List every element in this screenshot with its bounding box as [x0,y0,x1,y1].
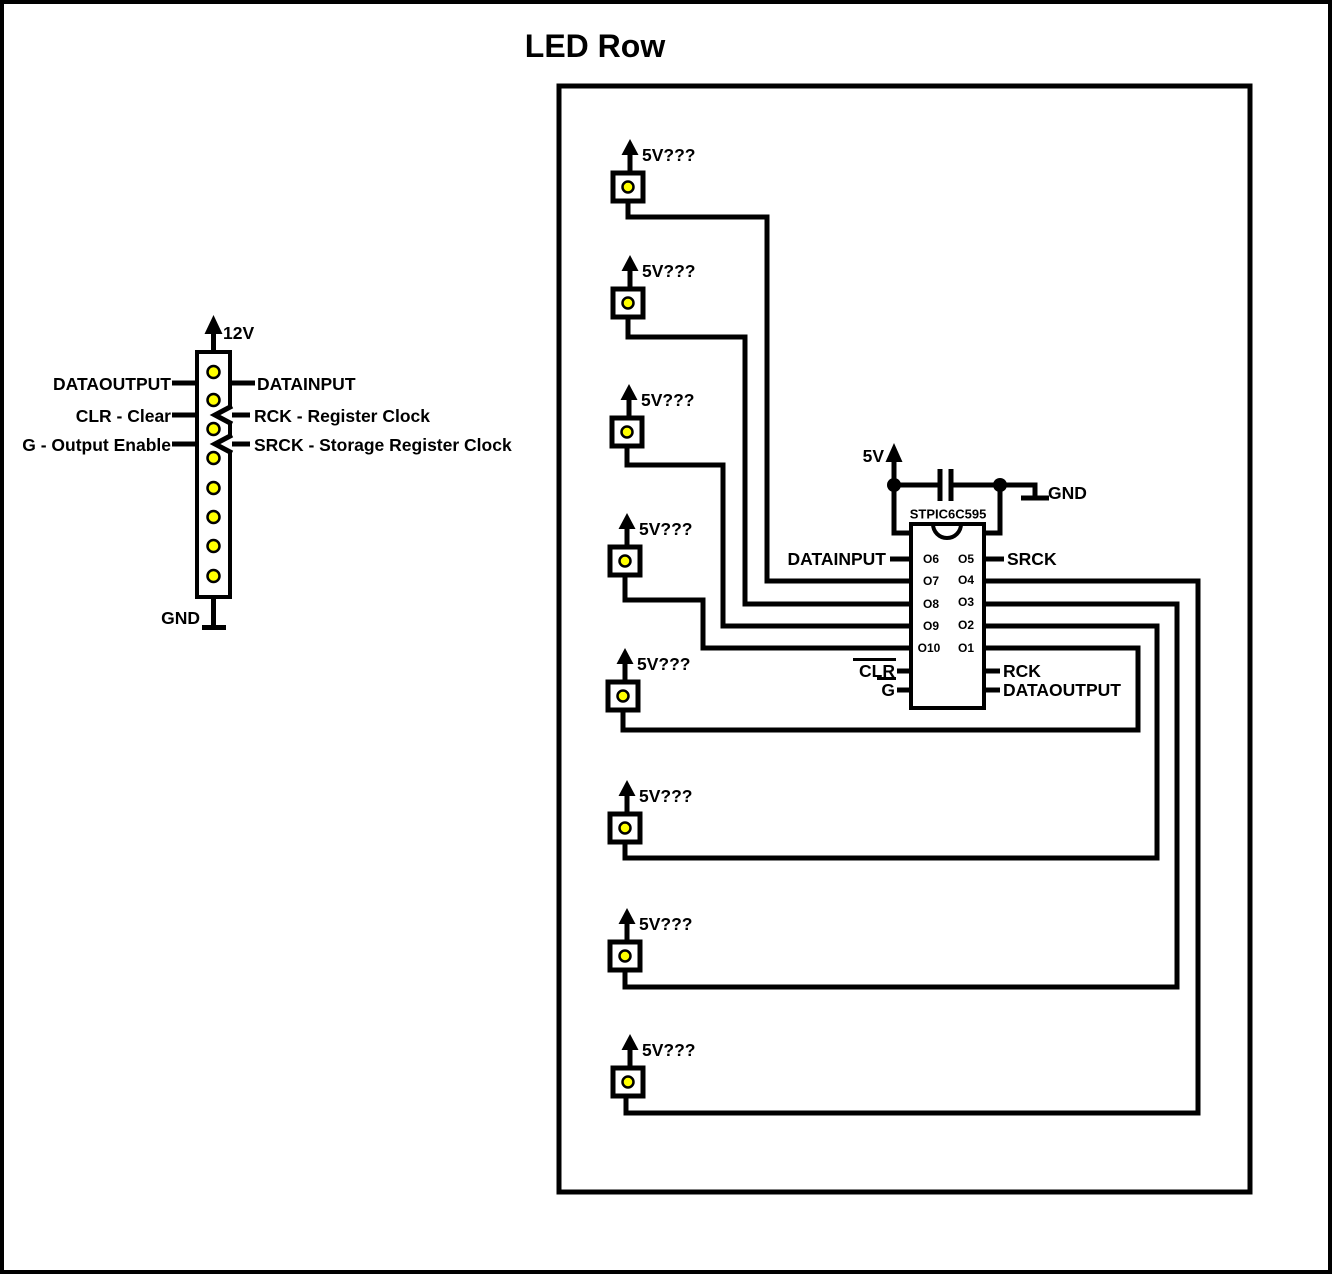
led-6: 5V??? [607,780,692,845]
wire-led3-o9 [624,443,914,629]
led-5: 5V??? [605,648,690,713]
ic-label-g: G [881,680,895,700]
led-7: 5V??? [607,908,692,973]
ic-pin-o4: O4 [958,573,974,587]
led-indicator-dot [621,180,635,194]
led-3: 5V??? [609,384,694,449]
led-voltage-label: 5V??? [639,914,692,934]
connector-pin [206,450,221,466]
wire-led8-o4 [623,578,1201,1116]
led-voltage-label: 5V??? [642,261,695,281]
up-arrow-icon [885,443,903,462]
up-arrow-icon [618,513,636,529]
wire-led6-o2 [622,623,1160,861]
led-indicator-dot [621,1075,635,1089]
up-arrow-icon [204,315,223,334]
ic-pin-o8: O8 [923,597,939,611]
wire-led4-o10 [622,572,914,651]
wire-led5-o1 [620,645,1141,733]
connector-label-rck: RCK - Register Clock [254,406,430,426]
ic-power-label: 5V [863,446,885,466]
led-1: 5V??? [610,139,695,204]
ic-pin-o9: O9 [923,619,939,633]
connector-pin [206,421,221,437]
ic-label-clr: CLR [859,661,895,681]
led-voltage-label: 5V??? [637,654,690,674]
up-arrow-icon [616,648,634,664]
wire-vcc-drop [891,485,912,536]
ic-label-dataoutput: DATAOUTPUT [1003,680,1121,700]
connector-pin [206,568,221,584]
up-arrow-icon [621,1034,639,1050]
ic-pin-o3: O3 [958,595,974,609]
connector-label-clr: CLR - Clear [76,406,171,426]
led-voltage-label: 5V??? [642,1040,695,1060]
ic-pin-o10: O10 [918,641,941,655]
connector-label-dataoutput: DATAOUTPUT [53,374,171,394]
junction-dot [887,478,901,492]
ic-pin-o2: O2 [958,618,974,632]
ic-body [909,522,986,710]
led-voltage-label: 5V??? [639,786,692,806]
clock-wedge-icon [209,432,234,456]
connector-power-label: 12V [223,323,254,343]
connector-pin [206,480,221,496]
page-title: LED Row [525,28,666,64]
connector-label-g: G - Output Enable [22,435,171,455]
shift-register-ic: STPIC6C595 O6 O7 O8 O9 O10 O5 O4 O3 O2 O… [787,507,1121,710]
connector-label-datainput: DATAINPUT [257,374,356,394]
up-arrow-icon [618,780,636,796]
led-indicator-dot [618,821,632,835]
connector-pin [206,392,221,408]
wire-cap-right [953,482,1038,496]
wire-led2-o8 [625,314,914,607]
wires [620,198,1201,1116]
ic-pin-o1: O1 [958,641,974,655]
ic-label-datainput: DATAINPUT [787,549,886,569]
ic-power: 5V GND [863,443,1087,536]
wire-led7-o3 [622,601,1180,990]
led-indicator-dot [618,554,632,568]
up-arrow-icon [618,908,636,924]
wire-gnd-drop [984,485,1003,536]
connector-pin [206,538,221,554]
clock-wedge-icon [209,403,234,427]
led-voltage-label: 5V??? [641,390,694,410]
ic-part-number: STPIC6C595 [910,507,987,522]
led-2: 5V??? [610,255,695,320]
led-voltage-label: 5V??? [642,145,695,165]
led-indicator-dot [621,296,635,310]
connector-ground-label: GND [161,608,200,628]
ic-label-rck: RCK [1003,661,1041,681]
connector-pin [206,364,221,380]
input-connector: 12V GND DATAOUTPUT CLR - Clear G - Outpu… [22,315,512,630]
led-row-box [556,83,1253,1195]
ic-ground-label: GND [1048,483,1087,503]
ic-pin-o6: O6 [923,552,939,566]
led-indicator-dot [618,949,632,963]
wire-led1-o7 [625,198,914,584]
connector-body [195,350,232,599]
led-voltage-label: 5V??? [639,519,692,539]
connector-pin [206,509,221,525]
ic-notch-icon [931,523,963,540]
up-arrow-icon [620,384,638,400]
led-4: 5V??? [607,513,692,578]
junction-dot [993,478,1007,492]
up-arrow-icon [621,139,639,155]
ic-label-srck: SRCK [1007,549,1057,569]
up-arrow-icon [621,255,639,271]
connector-label-srck: SRCK - Storage Register Clock [254,435,512,455]
led-indicator-dot [620,425,634,439]
ic-pin-o7: O7 [923,574,939,588]
led-8: 5V??? [610,1034,695,1099]
led-indicator-dot [616,689,630,703]
ic-pin-o5: O5 [958,552,974,566]
